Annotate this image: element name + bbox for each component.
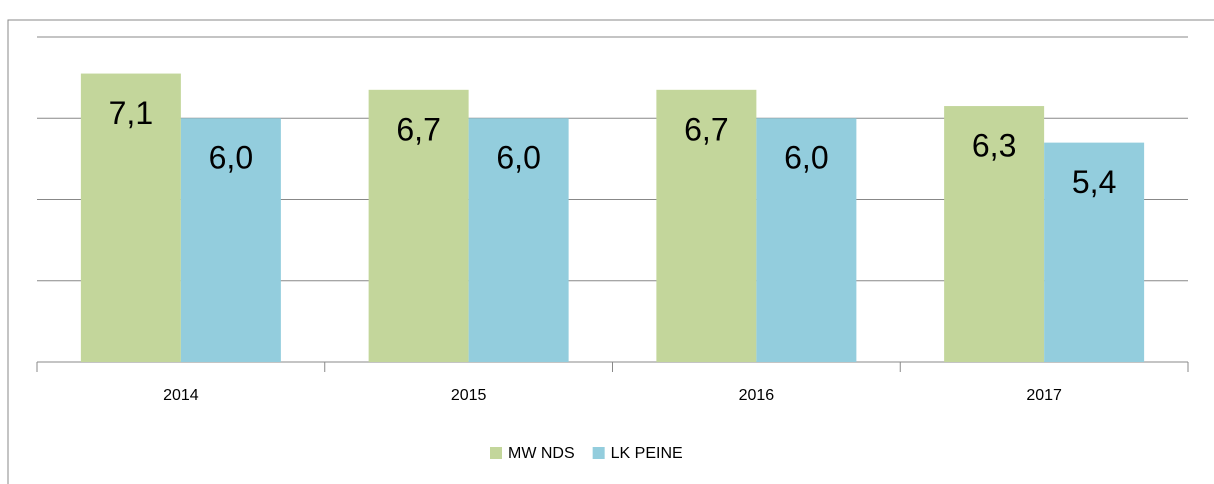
- legend-label: MW NDS: [508, 445, 575, 462]
- legend-swatch: [490, 447, 502, 459]
- x-tick-label: 2015: [451, 387, 487, 404]
- legend-swatch: [592, 447, 605, 459]
- bar: [944, 106, 1045, 362]
- data-label: 6,0: [784, 140, 828, 176]
- x-tick-label: 2016: [739, 387, 775, 404]
- bar: [368, 89, 469, 362]
- data-label: 6,7: [684, 111, 728, 147]
- x-tick-label: 2014: [163, 387, 199, 404]
- bar: [656, 89, 757, 362]
- chart-frame: [7, 19, 1214, 484]
- bar: [1044, 142, 1145, 362]
- data-label: 6,0: [209, 140, 253, 176]
- data-label: 6,0: [496, 140, 540, 176]
- data-label: 6,3: [972, 128, 1016, 164]
- bar: [756, 118, 857, 362]
- bar: [180, 118, 281, 362]
- bar: [80, 73, 181, 362]
- bar: [468, 118, 569, 362]
- legend-label: LK PEINE: [611, 445, 683, 462]
- data-label: 6,7: [396, 111, 440, 147]
- data-label: 5,4: [1072, 164, 1116, 200]
- data-label: 7,1: [109, 95, 153, 131]
- x-tick-label: 2017: [1026, 387, 1062, 404]
